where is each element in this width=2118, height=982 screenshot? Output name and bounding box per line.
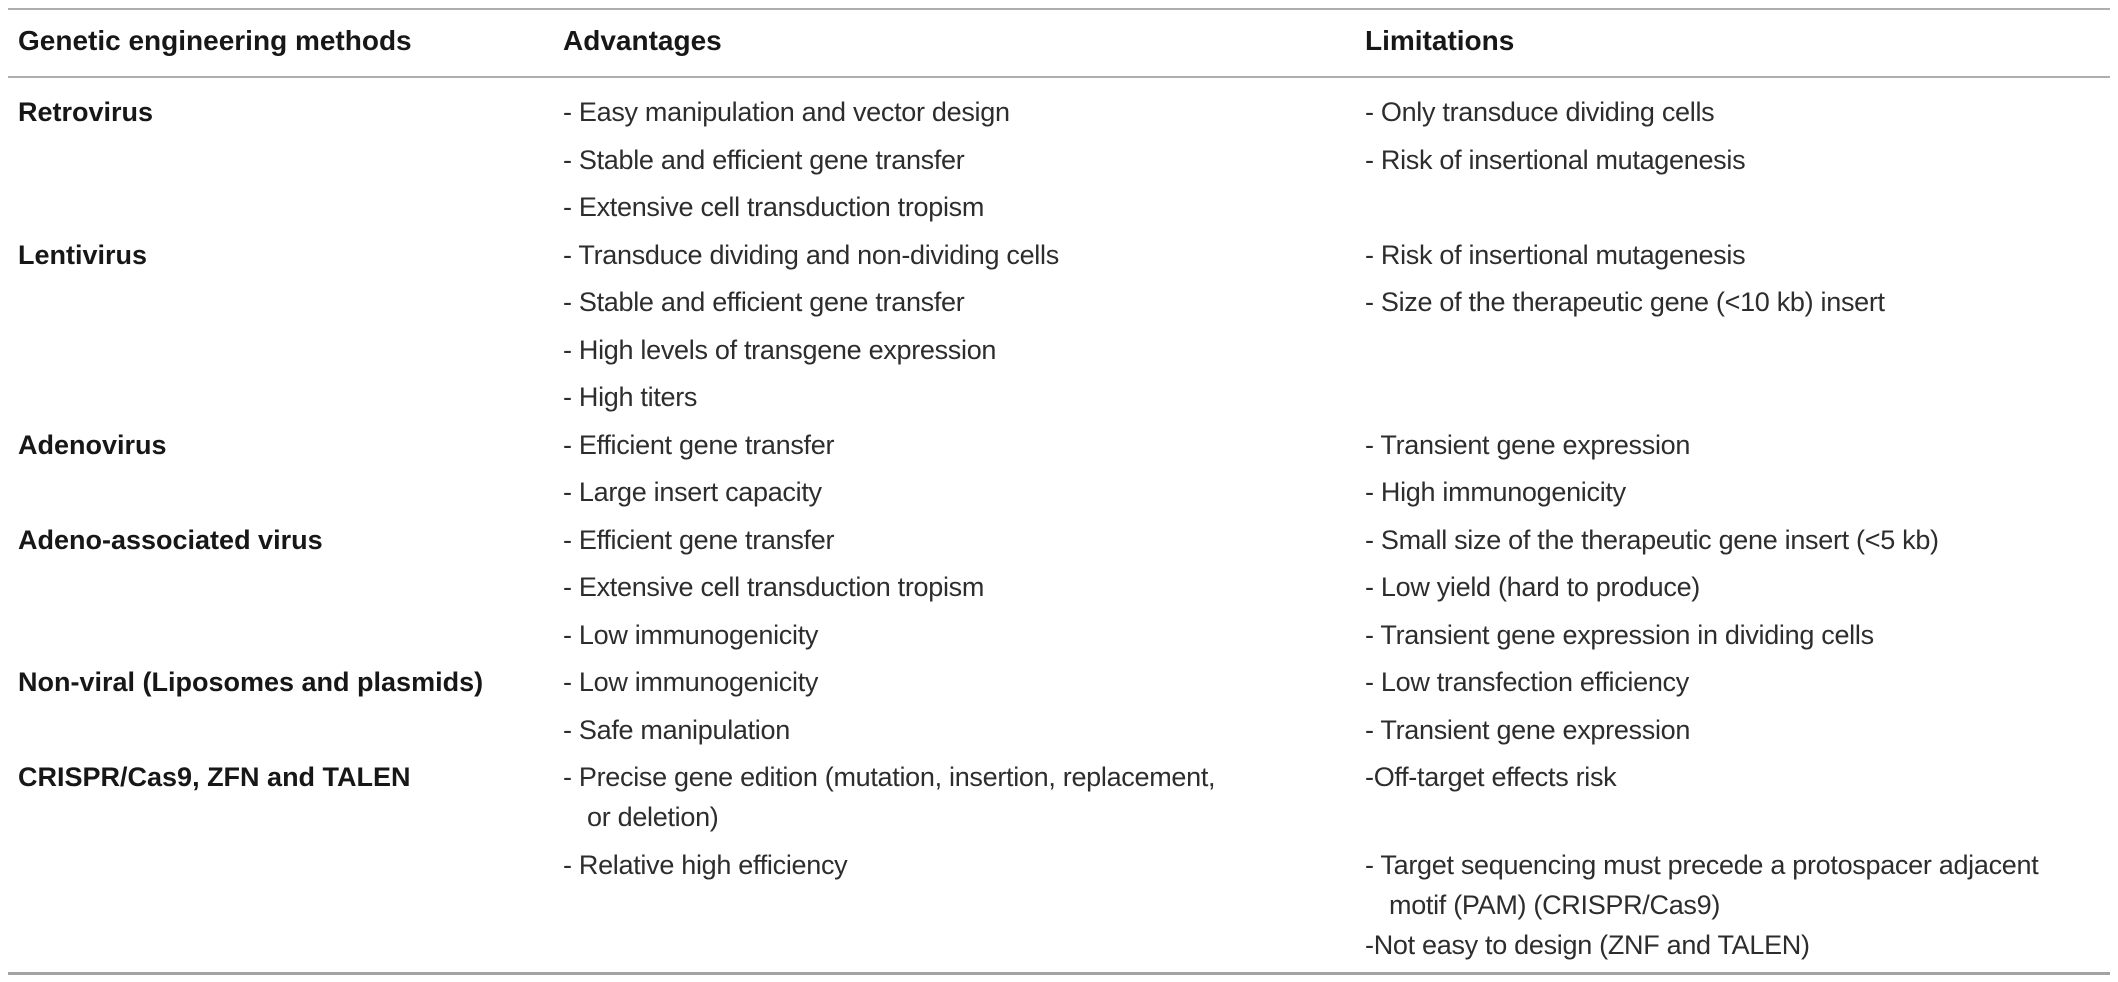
table-row: Adenovirus - Efficient gene transfer - Lar…	[0, 425, 2118, 520]
item-line: - High titers	[563, 382, 698, 412]
item-line: - Stable and efficient gene transfer	[563, 144, 965, 175]
item-line: - Transient gene expression in dividing …	[1365, 619, 1874, 650]
item-line: - Transient gene expression	[1365, 714, 1691, 745]
item-line: - Stable and efficient gene transfer	[563, 287, 965, 317]
column-header-limitations: Limitations	[1365, 25, 1515, 56]
table-body: Retrovirus - Easy manipulation and vector…	[0, 78, 2118, 972]
advantage-item: - Large insert capacity	[563, 472, 822, 512]
advantage-item: - Efficient gene transfer	[563, 520, 834, 560]
item-line: - Low immunogenicity	[563, 619, 819, 650]
item-line: - Extensive cell transduction tropism	[563, 192, 985, 222]
limitation-item: - Small size of the therapeutic gene ins…	[1365, 520, 1939, 560]
item-line: - Target sequencing must precede a proto…	[1365, 849, 2039, 880]
advantage-item: - Transduce dividing and non-dividing ce…	[563, 235, 1059, 275]
limitations-cell: - Only transduce dividing cells - Risk of…	[1365, 92, 2118, 235]
item-line: - Extensive cell transduction tropism	[563, 572, 985, 602]
method-name: Lentivirus	[18, 239, 148, 270]
advantage-item: - Stable and efficient gene transfer	[563, 140, 965, 180]
column-header-advantages: Advantages	[563, 25, 722, 56]
limitation-item: - Only transduce dividing cells	[1365, 92, 1715, 132]
item-line: - Low transfection efficiency	[1365, 667, 1689, 697]
item-line: - Low yield (hard to produce)	[1365, 572, 1700, 602]
item-line: - High levels of transgene expression	[563, 334, 997, 365]
table-header-rule	[8, 76, 2110, 78]
limitations-cell: - Transient gene expression - High immuno…	[1365, 425, 2118, 520]
advantages-cell: - Precise gene edition (mutation, insert…	[563, 757, 1365, 972]
table-row: Lentivirus - Transduce dividing and non-d…	[0, 235, 2118, 425]
item-line: - Easy manipulation and vector design	[563, 97, 1010, 127]
item-line: - Small size of the therapeutic gene ins…	[1365, 524, 1939, 555]
advantage-item: - Precise gene edition (mutation, insert…	[563, 757, 1216, 837]
item-line: - Large insert capacity	[563, 477, 822, 507]
method-name: Adenovirus	[18, 429, 167, 460]
limitations-cell: - Small size of the therapeutic gene ins…	[1365, 520, 2118, 663]
limitation-item: - Risk of insertional mutagenesis	[1365, 140, 1746, 180]
method-name: CRISPR/Cas9, ZFN and TALEN	[18, 762, 411, 792]
table-row: Non-viral (Liposomes and plasmids) - Low …	[0, 662, 2118, 757]
advantage-item: - Easy manipulation and vector design	[563, 92, 1010, 132]
advantages-cell: - Efficient gene transfer - Extensive cel…	[563, 520, 1365, 663]
item-wrap-line: or deletion)	[587, 802, 719, 832]
item-line: -Off-target effects risk	[1365, 762, 1617, 792]
advantages-cell: - Low immunogenicity - Safe manipulation	[563, 662, 1365, 757]
advantage-item: - High levels of transgene expression	[563, 330, 996, 370]
advantages-cell: - Easy manipulation and vector design - S…	[563, 92, 1365, 235]
advantages-cell: - Efficient gene transfer - Large insert …	[563, 425, 1365, 520]
limitation-item: - Transient gene expression	[1365, 425, 1690, 465]
item-line: - Only transduce dividing cells	[1365, 97, 1715, 127]
advantage-item: - Low immunogenicity	[563, 615, 818, 655]
table-header-row: Genetic engineering methods Advantages L…	[0, 10, 2118, 76]
limitation-item: -Not easy to design (ZNF and TALEN)	[1365, 925, 1810, 965]
method-name: Non-viral (Liposomes and plasmids)	[18, 667, 484, 697]
method-name: Retrovirus	[18, 97, 154, 127]
advantage-item: - Low immunogenicity	[563, 662, 818, 702]
advantage-item: - Safe manipulation	[563, 710, 790, 750]
item-line: - Risk of insertional mutagenesis	[1365, 144, 1746, 175]
table-row: Retrovirus - Easy manipulation and vector…	[0, 92, 2118, 235]
limitations-cell: - Low transfection efficiency - Transient…	[1365, 662, 2118, 757]
advantage-item: - High titers	[563, 377, 697, 417]
item-line: - Low immunogenicity	[563, 667, 819, 697]
item-line: - Efficient gene transfer	[563, 429, 835, 460]
item-line: - High immunogenicity	[1365, 477, 1626, 507]
method-name: Adeno-associated virus	[18, 524, 323, 555]
item-line: - Efficient gene transfer	[563, 524, 835, 555]
advantage-item: - Relative high efficiency	[563, 845, 848, 885]
item-line: -Not easy to design (ZNF and TALEN)	[1365, 929, 1810, 960]
item-wrap-line: motif (PAM) (CRISPR/Cas9)	[1389, 889, 1721, 920]
item-line: - Safe manipulation	[563, 714, 790, 745]
limitation-item: -Off-target effects risk	[1365, 757, 1617, 797]
table-bottom-rule	[8, 972, 2110, 975]
item-line: - Size of the therapeutic gene (<10 kb) …	[1365, 287, 1885, 317]
advantages-cell: - Transduce dividing and non-dividing ce…	[563, 235, 1365, 425]
limitation-item: - Size of the therapeutic gene (<10 kb) …	[1365, 282, 1885, 322]
advantage-item: - Stable and efficient gene transfer	[563, 282, 965, 322]
limitation-item: - High immunogenicity	[1365, 472, 1626, 512]
advantage-item: - Efficient gene transfer	[563, 425, 834, 465]
limitation-item: - Target sequencing must precede a proto…	[1365, 845, 2039, 925]
limitation-item: - Transient gene expression	[1365, 710, 1690, 750]
item-line: - Relative high efficiency	[563, 849, 848, 880]
limitations-cell: - Risk of insertional mutagenesis - Size …	[1365, 235, 2118, 425]
limitation-item: - Risk of insertional mutagenesis	[1365, 235, 1746, 275]
table-top-rule	[8, 8, 2110, 10]
advantage-item: - Extensive cell transduction tropism	[563, 567, 984, 607]
item-line: - Transient gene expression	[1365, 429, 1691, 460]
item-line: - Risk of insertional mutagenesis	[1365, 239, 1746, 270]
limitation-item: - Low yield (hard to produce)	[1365, 567, 1700, 607]
table-row: Adeno-associated virus - Efficient gene t…	[0, 520, 2118, 663]
item-line: - Transduce dividing and non-dividing ce…	[563, 239, 1059, 270]
limitation-item: - Transient gene expression in dividing …	[1365, 615, 1874, 655]
item-line: - Precise gene edition (mutation, insert…	[563, 762, 1216, 792]
table-row: CRISPR/Cas9, ZFN and TALEN - Precise gene…	[0, 757, 2118, 972]
advantage-item: - Extensive cell transduction tropism	[563, 187, 984, 227]
limitations-cell: -Off-target effects risk - Target sequenc…	[1365, 757, 2118, 972]
limitation-item: - Low transfection efficiency	[1365, 662, 1689, 702]
column-header-methods: Genetic engineering methods	[18, 25, 412, 56]
